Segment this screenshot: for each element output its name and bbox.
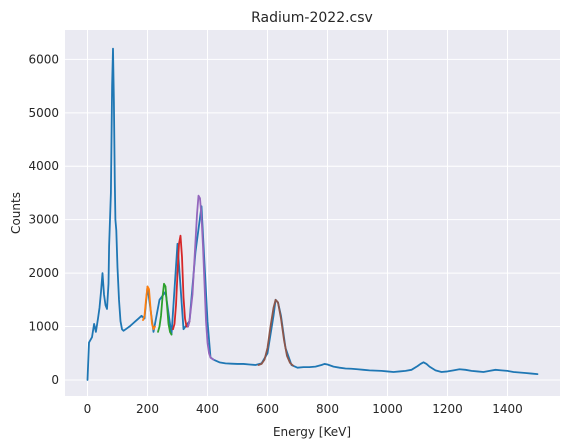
x-tick-label: 0 [84,402,92,416]
y-axis-label: Counts [9,192,23,234]
plot-background [65,30,560,396]
x-axis-label: Energy [KeV] [273,425,351,439]
series-line-6 [257,298,294,367]
y-tick-label: 5000 [28,106,59,120]
y-tick-label: 0 [51,373,59,387]
x-tick-labels: 0 200 400 600 800 1000 1200 1400 [84,402,523,416]
x-tick-label: 1200 [432,402,463,416]
y-tick-labels: 0 1000 2000 3000 4000 5000 6000 [28,52,59,387]
x-tick-label: 600 [256,402,279,416]
series-line-2 [142,285,156,331]
y-tick-label: 3000 [28,213,59,227]
x-tick-label: 1400 [492,402,523,416]
y-tick-label: 4000 [28,159,59,173]
series-lines [86,47,539,381]
y-tick-label: 6000 [28,52,59,66]
series-line-1 [86,47,539,381]
series-line-3 [157,282,173,336]
series-line-5 [187,194,215,361]
x-tick-label: 800 [316,402,339,416]
x-tick-label: 400 [196,402,219,416]
y-tick-label: 1000 [28,320,59,334]
series-line-4 [172,234,191,331]
grid-lines [65,30,560,396]
y-tick-label: 2000 [28,266,59,280]
x-tick-label: 1000 [372,402,403,416]
x-tick-label: 200 [136,402,159,416]
chart-title: Radium-2022.csv [251,10,373,26]
